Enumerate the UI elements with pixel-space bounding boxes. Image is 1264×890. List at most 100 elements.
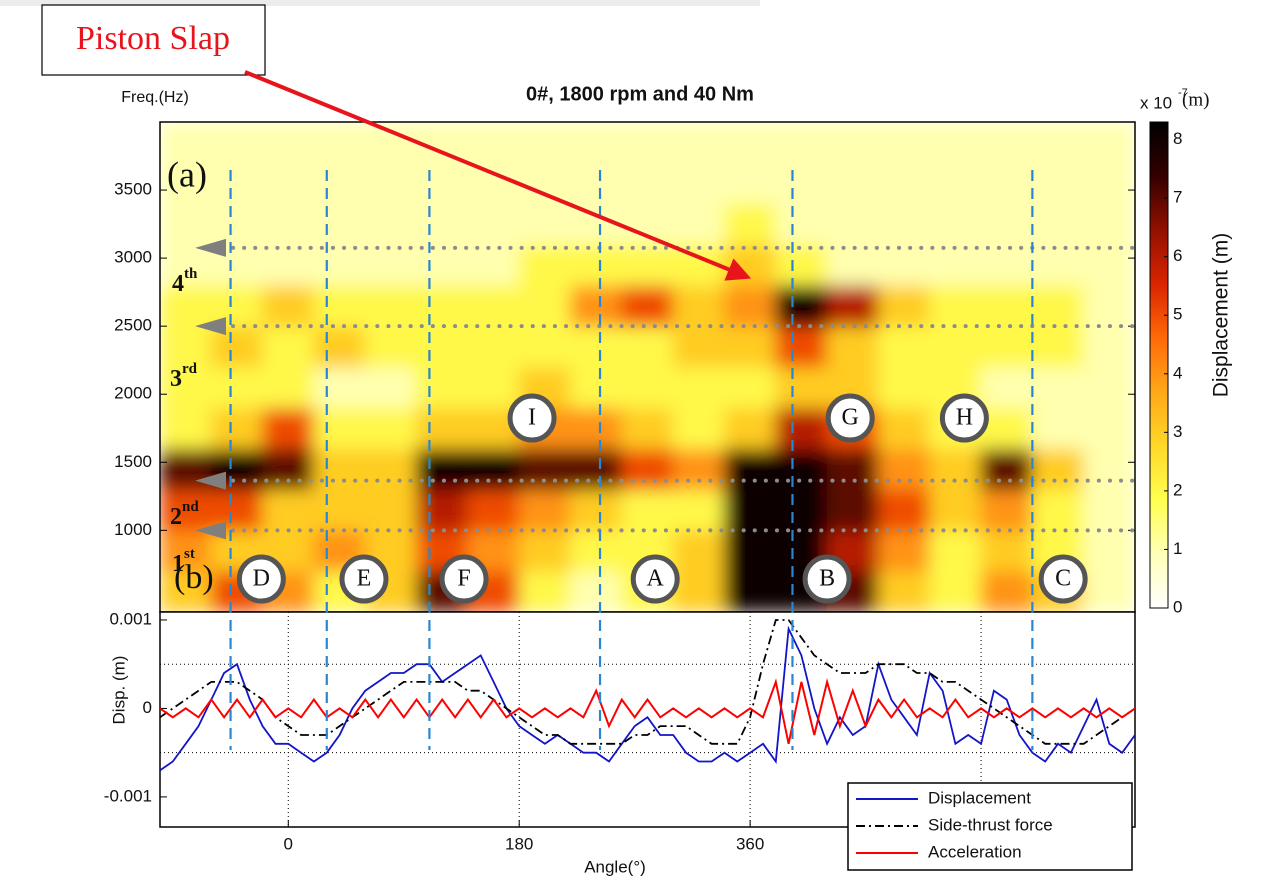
heat-cell <box>570 284 623 327</box>
heat-cell <box>1083 122 1135 164</box>
harmonic-arrow <box>195 317 226 336</box>
heat-cell <box>1083 203 1135 245</box>
x-tick-label: 0 <box>284 834 293 853</box>
colorbar-tick-label: 6 <box>1173 246 1182 265</box>
heat-cell <box>1031 325 1085 368</box>
event-marker-label: I <box>528 405 536 431</box>
heat-cell <box>262 122 315 164</box>
event-marker <box>802 554 852 604</box>
x-axis-label: Angle(°) <box>584 857 646 876</box>
heat-cell <box>210 407 264 450</box>
heat-cell <box>1083 366 1135 409</box>
x-tick-label: 360 <box>736 834 764 853</box>
heat-cell <box>364 489 418 531</box>
harmonic-suffix: st <box>184 546 195 562</box>
heat-cell <box>313 407 366 450</box>
heat-cell <box>467 366 520 409</box>
heat-cell <box>672 570 725 612</box>
heat-cell <box>1031 203 1085 245</box>
heat-cell <box>313 244 366 286</box>
heat-cell <box>1031 489 1085 531</box>
heat-cell <box>1083 284 1135 327</box>
harmonic-label: 1st <box>172 546 195 576</box>
annotation-arrow <box>244 70 752 281</box>
heat-cell <box>313 162 366 205</box>
harmonic-label: 2nd <box>170 499 199 529</box>
heat-cell <box>570 244 623 286</box>
harmonic-number: 2 <box>170 504 182 530</box>
heat-cell <box>160 448 212 490</box>
heat-cell <box>672 162 725 205</box>
colorbar-tick-label: 5 <box>1173 305 1182 324</box>
heat-cell <box>313 448 366 490</box>
heat-cell <box>826 162 879 205</box>
heat-cell <box>672 122 725 164</box>
harmonic-arrow <box>195 521 226 540</box>
heatmap <box>160 122 1135 612</box>
heat-cell <box>467 448 520 490</box>
colorbar-tick-label: 4 <box>1173 363 1182 382</box>
y-tick-label: 0.001 <box>109 609 152 628</box>
heat-cell <box>160 407 212 450</box>
heat-cell <box>467 244 520 286</box>
heat-cell <box>980 162 1033 205</box>
heat-cell <box>1031 162 1085 205</box>
harmonic-suffix: th <box>184 266 198 282</box>
legend-label: Acceleration <box>928 842 1022 861</box>
heat-cell <box>826 203 879 245</box>
heat-cell <box>929 244 982 286</box>
heat-cell <box>826 244 879 286</box>
heat-cell <box>416 448 469 490</box>
heat-cell <box>877 244 931 286</box>
heat-cell <box>518 529 572 572</box>
heat-cell <box>262 407 315 450</box>
heat-cell <box>262 244 315 286</box>
heat-cell <box>570 407 623 450</box>
colorbar-exponent: -7 <box>1178 87 1188 99</box>
heat-cell <box>980 529 1033 572</box>
y-tick-label: -0.001 <box>104 786 152 805</box>
chart-title: 0#, 1800 rpm and 40 Nm <box>526 83 754 105</box>
heat-cell <box>980 570 1033 612</box>
heat-cell <box>621 244 674 286</box>
heat-cell <box>723 407 777 450</box>
heat-cell <box>416 284 469 327</box>
heat-cell <box>160 244 212 286</box>
panel-label: (a) <box>167 154 207 194</box>
heat-cell <box>364 325 418 368</box>
event-marker-label: H <box>956 405 973 431</box>
series-line <box>160 625 1135 772</box>
heat-cell <box>929 489 982 531</box>
heat-cell <box>826 122 879 164</box>
heat-cell <box>210 203 264 245</box>
heat-cell <box>364 448 418 490</box>
heat-cell <box>672 448 725 490</box>
heat-cell <box>723 529 777 572</box>
heat-cell <box>160 162 212 205</box>
heat-cell <box>416 244 469 286</box>
heat-cell <box>160 570 212 612</box>
heat-cell <box>980 448 1033 490</box>
top-strip <box>0 0 760 6</box>
colorbar-scale: x 10 <box>1140 93 1172 112</box>
heat-cell <box>1083 448 1135 490</box>
colorbar-tick-label: 1 <box>1173 539 1182 558</box>
heat-cell <box>826 489 879 531</box>
heat-cell <box>672 203 725 245</box>
heat-cell <box>672 529 725 572</box>
y-tick-label: 3000 <box>114 248 152 267</box>
heat-cell <box>1083 407 1135 450</box>
heat-cell <box>980 122 1033 164</box>
event-marker-label: A <box>647 566 665 592</box>
heat-cell <box>467 489 520 531</box>
heat-cell <box>877 162 931 205</box>
heat-cell <box>364 407 418 450</box>
heat-cell <box>723 203 777 245</box>
heat-cell <box>518 162 572 205</box>
heat-cell <box>621 325 674 368</box>
heat-cell <box>160 284 212 327</box>
heat-cell <box>210 122 264 164</box>
heat-cell <box>210 366 264 409</box>
heat-cell <box>518 244 572 286</box>
